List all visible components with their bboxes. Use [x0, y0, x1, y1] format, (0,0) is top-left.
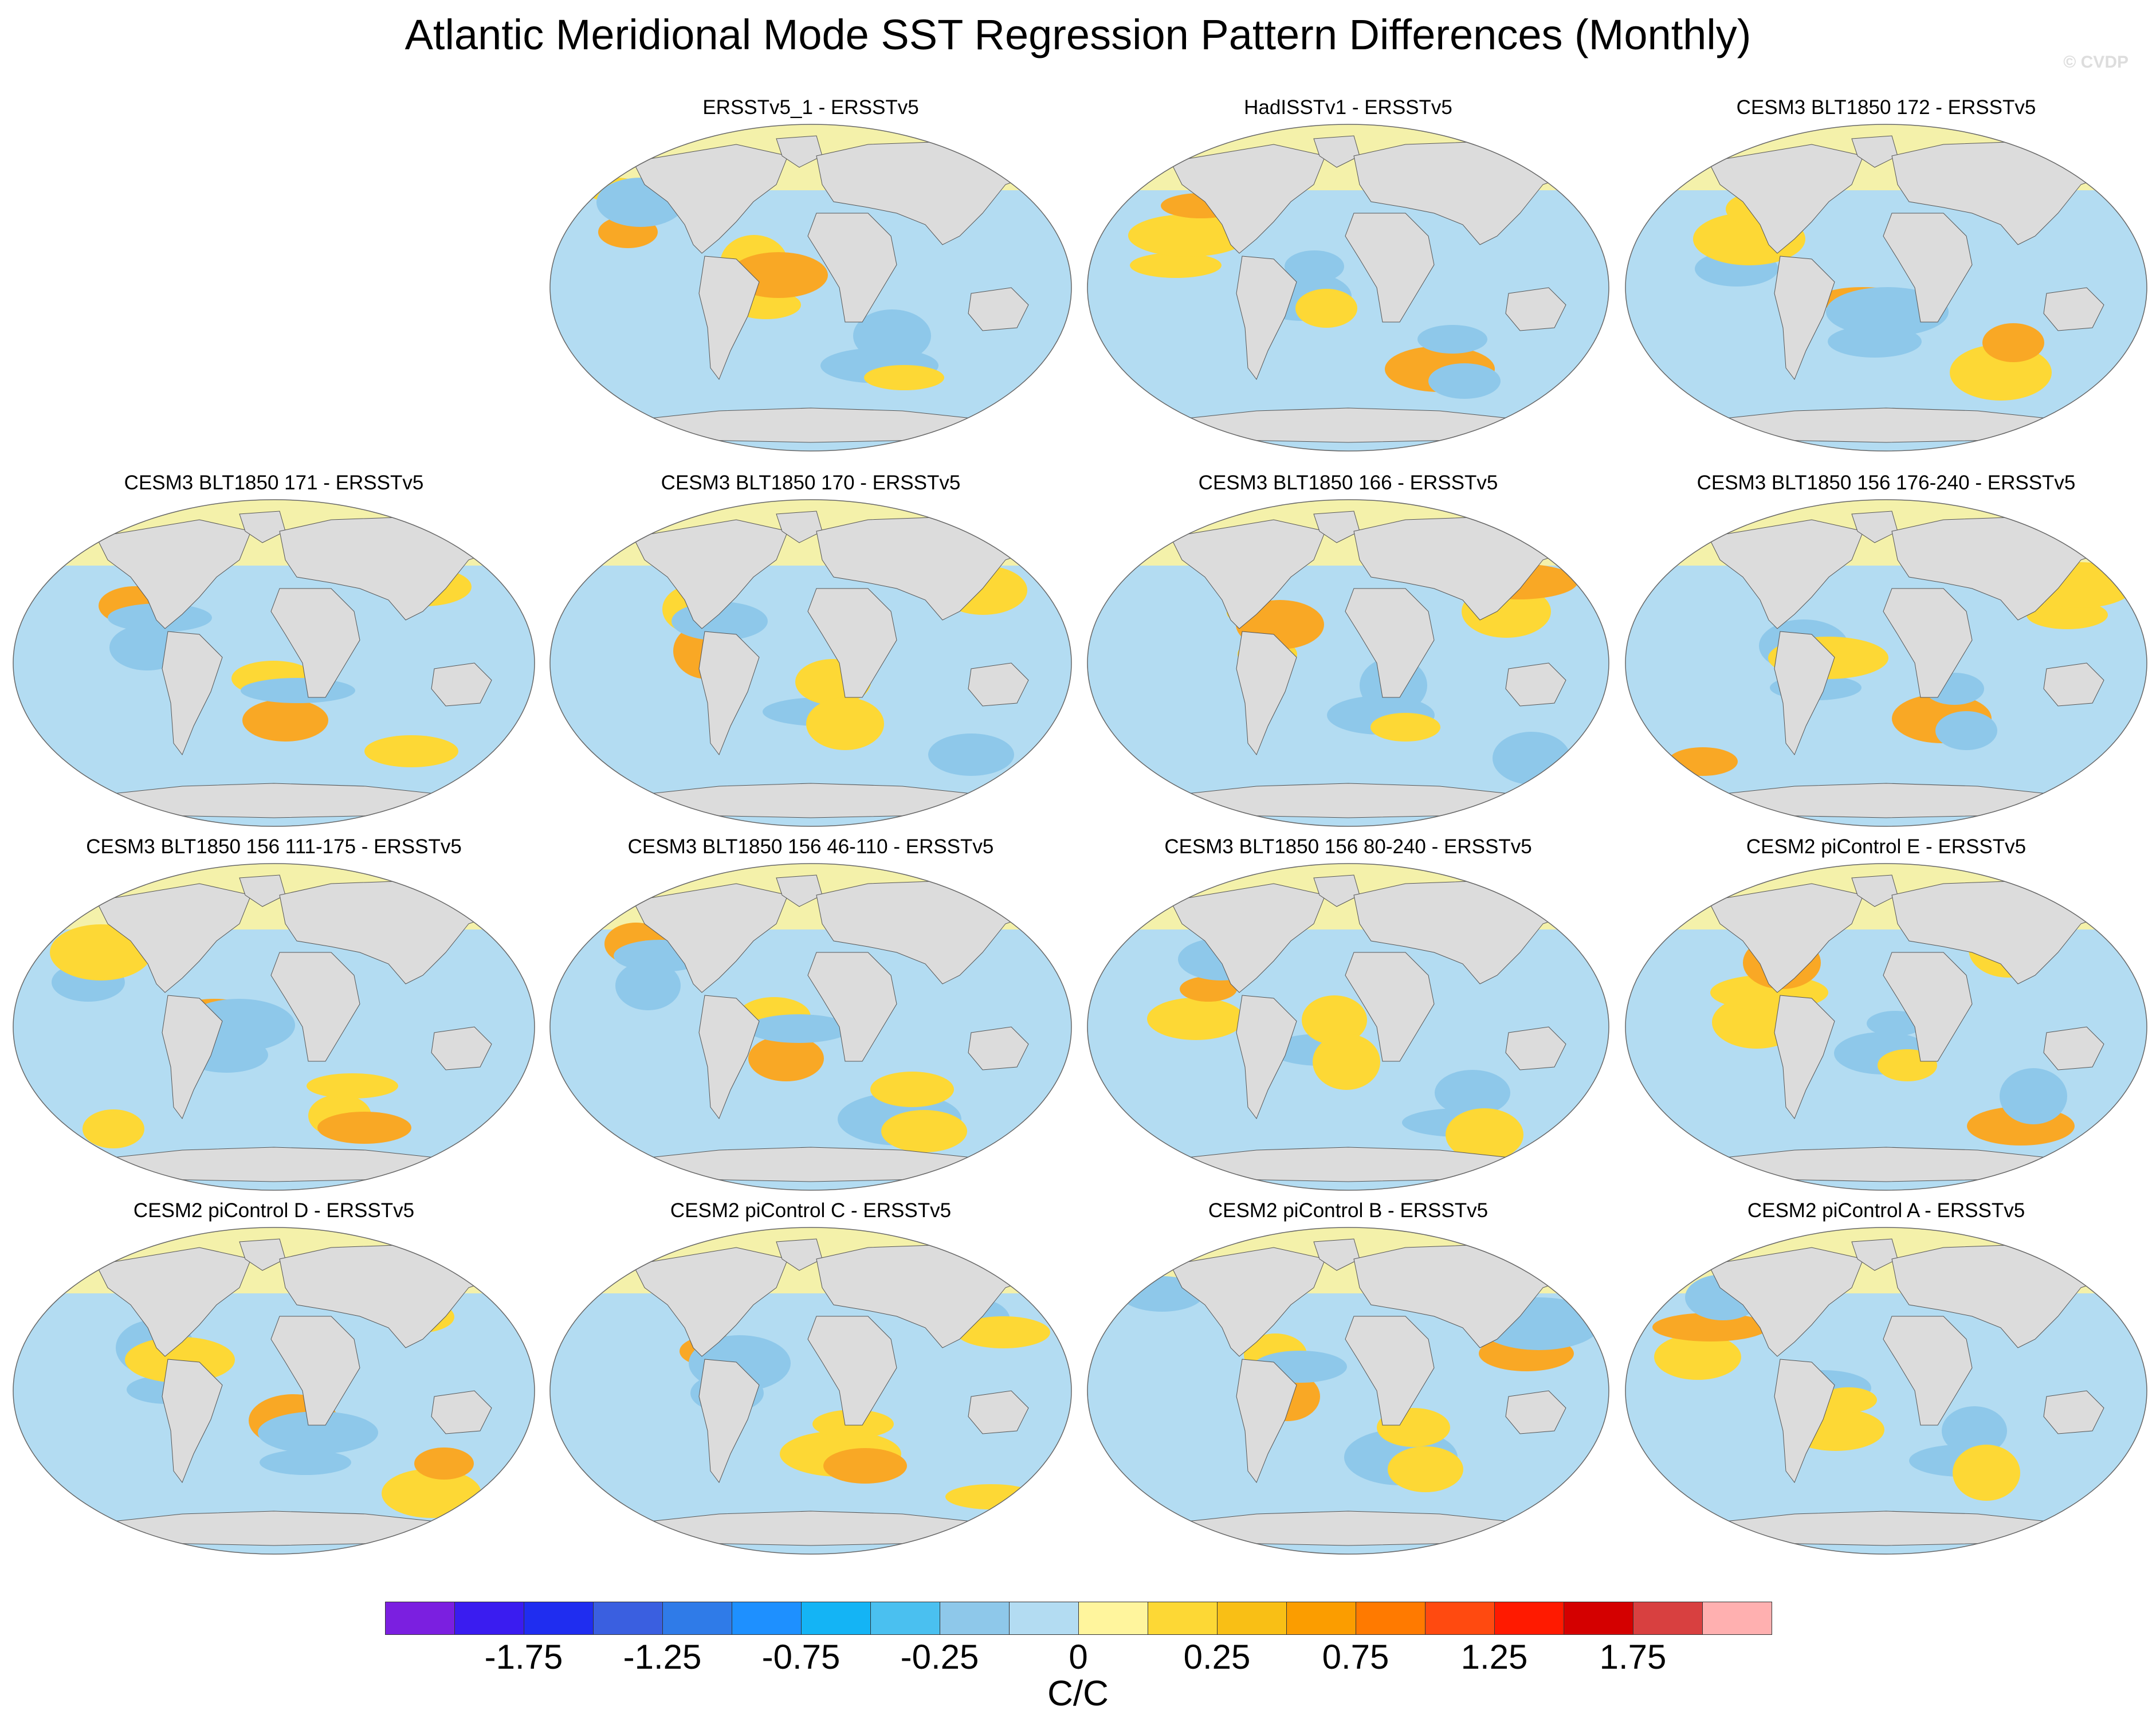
panel-title: CESM3 BLT1850 156 176-240 - ERSSTv5: [1696, 472, 2076, 494]
panel-title: HadISSTv1 - ERSSTv5: [1244, 96, 1452, 119]
colorbar-swatch: [1633, 1602, 1703, 1635]
robinson-map: [1625, 863, 2147, 1191]
colorbar-swatch: [524, 1602, 594, 1635]
colorbar-tick-label: -0.75: [761, 1638, 841, 1676]
robinson-map: [1087, 1227, 1609, 1555]
map-panel: CESM2 piControl D - ERSSTv5: [10, 1199, 537, 1558]
map-panel: CESM2 piControl A - ERSSTv5: [1623, 1199, 2150, 1558]
robinson-map: [549, 1227, 1072, 1555]
colorbar-swatch: [662, 1602, 732, 1635]
cvdp-watermark: © CVDP: [2063, 53, 2128, 72]
colorbar-swatch: [454, 1602, 524, 1635]
panel-title: ERSSTv5_1 - ERSSTv5: [702, 96, 919, 119]
colorbar-swatch: [1286, 1602, 1356, 1635]
colorbar-swatch: [1494, 1602, 1564, 1635]
map-panel: CESM3 BLT1850 171 - ERSSTv5: [10, 472, 537, 830]
map-panel: HadISSTv1 - ERSSTv5: [1085, 96, 1612, 454]
robinson-map: [549, 499, 1072, 827]
colorbar-tick-label: 0: [1069, 1638, 1088, 1676]
panel-title: CESM3 BLT1850 156 46-110 - ERSSTv5: [627, 835, 994, 858]
colorbar-swatch: [1148, 1602, 1218, 1635]
figure-title: Atlantic Meridional Mode SST Regression …: [405, 11, 1751, 58]
panel-title: CESM2 piControl B - ERSSTv5: [1208, 1199, 1489, 1222]
colorbar-swatch: [1425, 1602, 1495, 1635]
map-panel: CESM3 BLT1850 156 176-240 - ERSSTv5: [1623, 472, 2150, 830]
robinson-map: [1625, 1227, 2147, 1555]
colorbar-swatch: [801, 1602, 871, 1635]
colorbar-tick-label: 1.25: [1460, 1638, 1528, 1676]
robinson-map: [1087, 499, 1609, 827]
map-panel: CESM3 BLT1850 166 - ERSSTv5: [1085, 472, 1612, 830]
panel-title: CESM3 BLT1850 170 - ERSSTv5: [661, 472, 961, 494]
robinson-map: [13, 499, 535, 827]
robinson-map: [13, 1227, 535, 1555]
colorbar-swatch: [593, 1602, 663, 1635]
colorbar-tick-label: 0.75: [1322, 1638, 1389, 1676]
panel-title: CESM3 BLT1850 156 80-240 - ERSSTv5: [1164, 835, 1532, 858]
panel-title: CESM2 piControl C - ERSSTv5: [670, 1199, 952, 1222]
map-panel: CESM3 BLT1850 156 111-175 - ERSSTv5: [10, 835, 537, 1194]
map-panel: ERSSTv5_1 - ERSSTv5: [547, 96, 1074, 454]
robinson-map: [549, 863, 1072, 1191]
robinson-map: [13, 863, 535, 1191]
colorbar-tick-label: 1.75: [1599, 1638, 1667, 1676]
colorbar-swatch: [1564, 1602, 1633, 1635]
panel-title: CESM2 piControl E - ERSSTv5: [1746, 835, 2027, 858]
colorbar-units: C/C: [1047, 1674, 1109, 1713]
colorbar-tick-label: -0.25: [900, 1638, 979, 1676]
colorbar-swatch: [1078, 1602, 1148, 1635]
map-panel: CESM3 BLT1850 156 46-110 - ERSSTv5: [547, 835, 1074, 1194]
robinson-map: [1087, 124, 1609, 452]
colorbar-swatch: [1217, 1602, 1287, 1635]
robinson-map: [1625, 124, 2147, 452]
panel-title: CESM3 BLT1850 166 - ERSSTv5: [1198, 472, 1498, 494]
robinson-map: [1087, 863, 1609, 1191]
map-panel: CESM2 piControl C - ERSSTv5: [547, 1199, 1074, 1558]
colorbar-swatch: [870, 1602, 940, 1635]
map-panel: CESM3 BLT1850 170 - ERSSTv5: [547, 472, 1074, 830]
colorbar-swatch: [1356, 1602, 1425, 1635]
map-panel: CESM2 piControl E - ERSSTv5: [1623, 835, 2150, 1194]
robinson-map: [1625, 499, 2147, 827]
colorbar-swatch: [1009, 1602, 1079, 1635]
map-panel: CESM3 BLT1850 172 - ERSSTv5: [1623, 96, 2150, 454]
robinson-map: [549, 124, 1072, 452]
map-panel: CESM2 piControl B - ERSSTv5: [1085, 1199, 1612, 1558]
colorbar-tick-label: -1.75: [484, 1638, 563, 1676]
colorbar-tick-label: -1.25: [623, 1638, 702, 1676]
map-panel: CESM3 BLT1850 156 80-240 - ERSSTv5: [1085, 835, 1612, 1194]
panel-title: CESM3 BLT1850 156 111-175 - ERSSTv5: [86, 835, 462, 858]
panel-title: CESM2 piControl A - ERSSTv5: [1747, 1199, 2025, 1222]
colorbar-swatch: [1702, 1602, 1772, 1635]
colorbar-swatch: [940, 1602, 1010, 1635]
colorbar-tick-label: 0.25: [1183, 1638, 1251, 1676]
panel-title: CESM2 piControl D - ERSSTv5: [133, 1199, 415, 1222]
colorbar-swatch: [732, 1602, 802, 1635]
panel-title: CESM3 BLT1850 171 - ERSSTv5: [124, 472, 424, 494]
colorbar-swatch: [385, 1602, 455, 1635]
colorbar: [385, 1602, 1772, 1635]
panel-title: CESM3 BLT1850 172 - ERSSTv5: [1736, 96, 2036, 119]
